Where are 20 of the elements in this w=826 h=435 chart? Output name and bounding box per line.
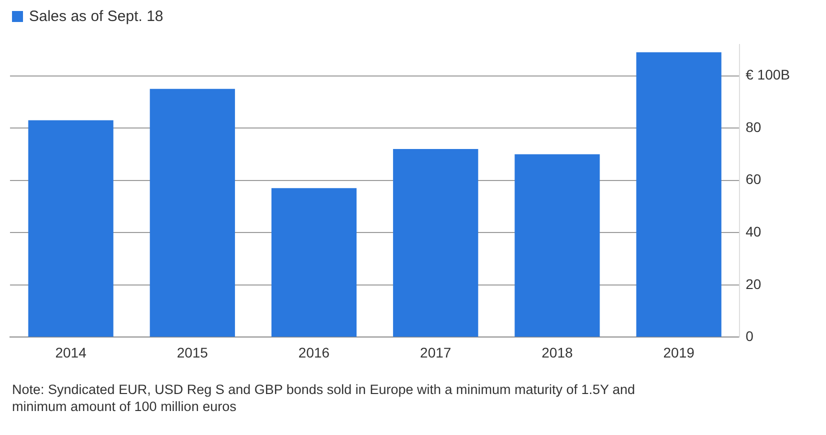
y-tick-label: € 100B	[746, 66, 790, 83]
bar	[271, 188, 357, 337]
bar	[636, 52, 722, 337]
y-tick-label: 20	[746, 276, 762, 292]
bar	[514, 154, 600, 337]
x-tick-label: 2015	[176, 344, 208, 360]
bar	[393, 148, 478, 337]
x-tick-label: 2016	[298, 344, 330, 360]
y-tick-label: 60	[746, 171, 762, 188]
x-tick-label: 2014	[55, 344, 87, 360]
x-tick-label: 2019	[663, 344, 695, 360]
text: Note: Syndicated EUR, USD Reg S and GBP bonds sold in Europe with a minimum maturity of 1.5Y and minimum amount of 100 million euros	[12, 381, 636, 415]
x-tick-label: 2018	[542, 344, 573, 360]
y-tick-label: 80	[746, 118, 762, 135]
y-tick-label: 0	[746, 328, 754, 344]
x-tick-label: 2017	[420, 344, 452, 360]
bar	[150, 88, 235, 337]
legend-label: Sales as of Sept. 18	[28, 8, 164, 25]
y-tick-label: 40	[746, 223, 762, 240]
bar	[28, 120, 114, 337]
